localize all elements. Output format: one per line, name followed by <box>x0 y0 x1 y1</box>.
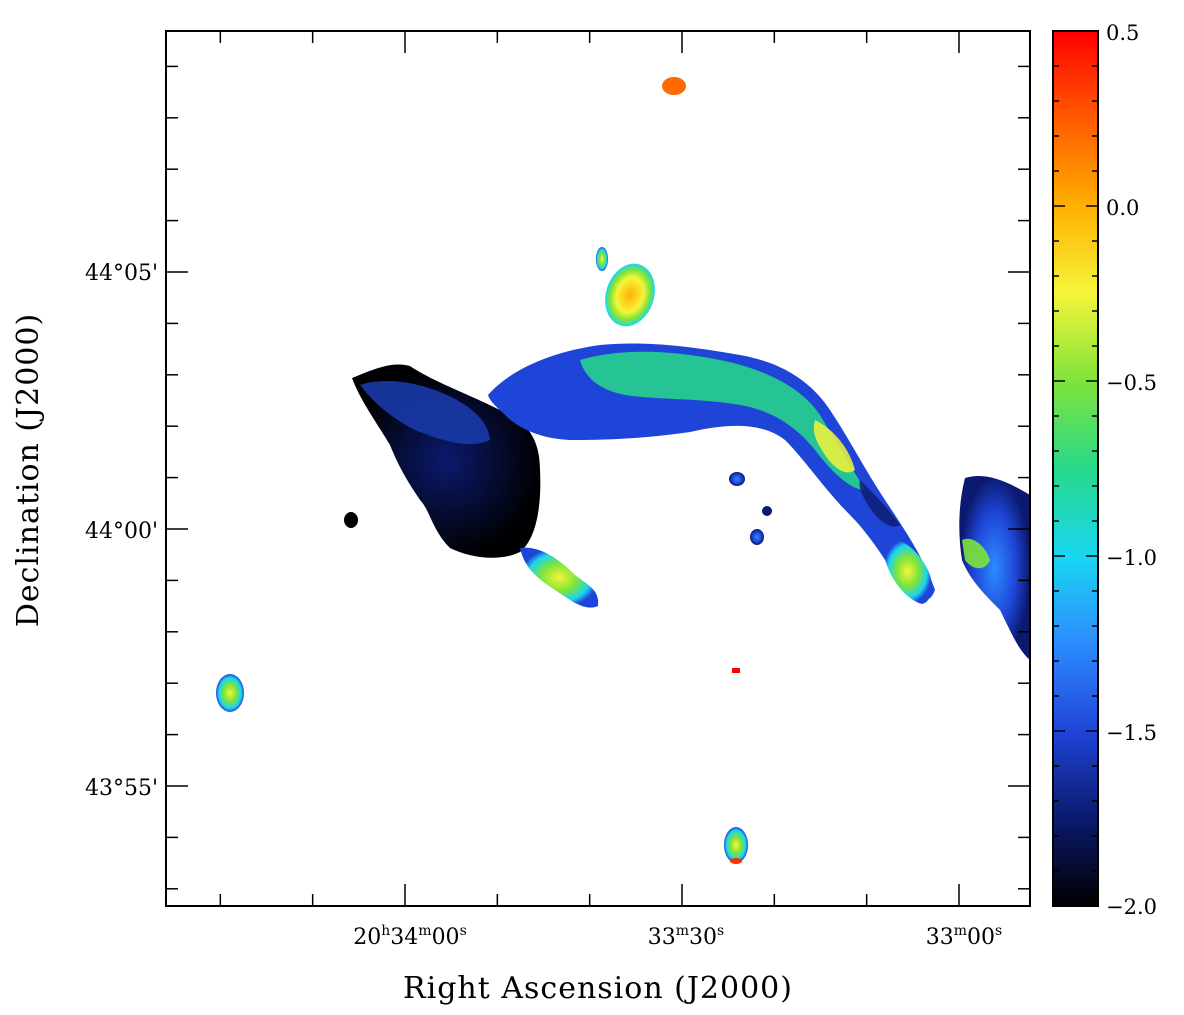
emission-map <box>216 77 1030 864</box>
colorbar-label-2: 0.0 <box>1106 196 1139 220</box>
arc-yellow-knot <box>813 420 855 473</box>
western-tongue <box>520 547 599 608</box>
southern-source-tip <box>730 858 742 864</box>
colorbar <box>1052 30 1099 907</box>
eastern-clump-green <box>962 538 990 569</box>
plot-frame <box>165 30 1031 907</box>
dark-point-source <box>344 512 358 528</box>
colorbar-label-6: −2.0 <box>1106 895 1157 919</box>
northern-knot <box>605 263 655 327</box>
y-tick-label-2: 44°00' <box>85 519 158 544</box>
red-pixel <box>732 668 740 673</box>
x-axis-title: Right Ascension (J2000) <box>403 971 793 1006</box>
central-dot <box>762 506 772 516</box>
west-source <box>216 674 244 712</box>
colorbar-label-1: 0.5 <box>1106 21 1139 45</box>
y-tick-label-1: 44°05' <box>85 261 158 286</box>
colorbar-label-4: −1.0 <box>1106 546 1157 570</box>
ridge-blue-patch <box>360 380 490 445</box>
colorbar-label-5: −1.5 <box>1106 721 1157 745</box>
x-tick-label-2: 33m30s <box>648 923 724 950</box>
y-tick-label-3: 43°55' <box>85 776 158 801</box>
main-arc <box>488 343 935 602</box>
central-blob-1 <box>729 472 745 486</box>
arc-southern-tip <box>883 539 932 604</box>
top-source <box>662 77 686 95</box>
x-tick-label-1: 20h34m00s <box>353 923 467 950</box>
y-axis-title: Declination (J2000) <box>11 313 46 627</box>
axis-ticks <box>166 31 1030 906</box>
arc-blue-edge <box>859 480 900 527</box>
x-tick-label-3: 33m00s <box>926 923 1002 950</box>
arc-green-band <box>580 351 865 490</box>
southern-source <box>724 827 748 863</box>
northern-small-blob <box>596 247 608 271</box>
central-blob-2 <box>750 529 764 545</box>
colorbar-ticks <box>1053 30 1098 907</box>
eastern-clump <box>959 475 1030 660</box>
colorbar-label-3: −0.5 <box>1106 371 1157 395</box>
